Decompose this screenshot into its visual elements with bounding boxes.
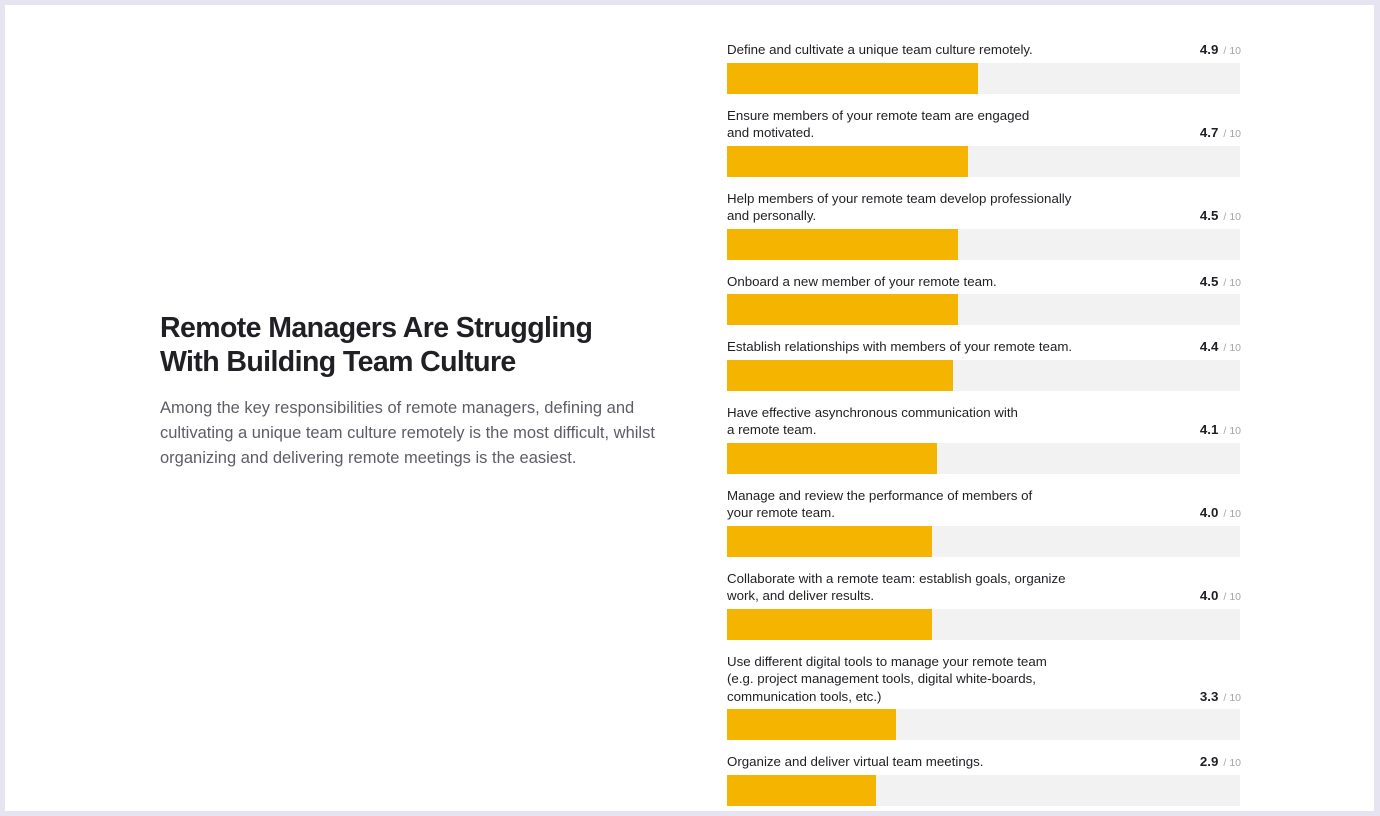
score-separator: / bbox=[1223, 425, 1227, 437]
bar-label: Manage and review the performance of mem… bbox=[727, 487, 1177, 522]
bar-label: Onboard a new member of your remote team… bbox=[727, 273, 1177, 291]
bar-score: 4.0 /10 bbox=[1200, 504, 1241, 522]
bar bbox=[727, 442, 938, 474]
bar-label: Establish relationships with members of … bbox=[727, 338, 1177, 356]
bar bbox=[727, 608, 933, 640]
bar-track bbox=[727, 608, 1240, 640]
bar bbox=[727, 525, 933, 557]
bar-label: Organize and deliver virtual team meetin… bbox=[727, 753, 1177, 771]
bar bbox=[727, 359, 953, 391]
score-scale-max: 10 bbox=[1229, 128, 1241, 140]
score-scale-max: 10 bbox=[1229, 591, 1241, 603]
bar bbox=[727, 62, 979, 94]
bar-score: 4.0 /10 bbox=[1200, 587, 1241, 605]
bar-score: 4.1 /10 bbox=[1200, 421, 1241, 439]
bar-value-label: 4.9 bbox=[1199, 42, 1219, 57]
bar-track bbox=[727, 525, 1240, 557]
bar-track bbox=[727, 145, 1240, 177]
bar bbox=[727, 145, 969, 177]
bar-track bbox=[727, 442, 1240, 474]
score-separator: / bbox=[1223, 128, 1227, 140]
score-separator: / bbox=[1223, 276, 1227, 289]
bar bbox=[727, 774, 876, 806]
bar-label-line: Ensure members of your remote team are e… bbox=[727, 107, 1030, 123]
bar-value-label: 4.0 bbox=[1199, 505, 1219, 520]
bar-label: Help members of your remote team develop… bbox=[727, 190, 1177, 225]
bar-label-line: Establish relationships with members of … bbox=[727, 339, 1073, 354]
score-scale-max: 10 bbox=[1229, 211, 1241, 223]
bar-label-line: Onboard a new member of your remote team… bbox=[727, 273, 997, 289]
score-separator: / bbox=[1223, 591, 1227, 603]
score-scale-max: 10 bbox=[1229, 276, 1241, 289]
score-separator: / bbox=[1223, 757, 1227, 769]
score-separator: / bbox=[1223, 342, 1227, 354]
bar-label-line: (e.g. project management tools, digital … bbox=[727, 671, 1036, 686]
bar-track bbox=[727, 62, 1240, 94]
bar bbox=[727, 294, 958, 325]
bar-track bbox=[727, 294, 1240, 325]
bar-label-line: and motivated. bbox=[727, 125, 815, 140]
bar-label-line: Use different digital tools to manage yo… bbox=[727, 653, 1047, 669]
bar-value-label: 3.3 bbox=[1199, 688, 1219, 704]
bar-score: 4.5 /10 bbox=[1200, 207, 1241, 225]
bar-track bbox=[727, 774, 1240, 806]
bar-score: 2.9 /10 bbox=[1200, 753, 1241, 771]
bar-label-line: Collaborate with a remote team: establis… bbox=[727, 570, 1066, 586]
bar-value-label: 4.0 bbox=[1199, 588, 1219, 603]
bar-label: Collaborate with a remote team: establis… bbox=[727, 570, 1177, 605]
content-card: Remote Managers Are Struggling With Buil… bbox=[5, 5, 1374, 811]
bar-value-label: 4.5 bbox=[1199, 208, 1219, 223]
bar-label: Ensure members of your remote team are e… bbox=[727, 107, 1177, 142]
bar-label-line: Organize and deliver virtual team meetin… bbox=[727, 754, 984, 769]
score-scale-max: 10 bbox=[1229, 508, 1241, 520]
score-scale-max: 10 bbox=[1229, 425, 1241, 437]
bar-value-label: 4.4 bbox=[1199, 339, 1219, 354]
bar-label: Have effective asynchronous communicatio… bbox=[727, 404, 1177, 439]
bar-value-label: 4.7 bbox=[1199, 125, 1219, 140]
score-separator: / bbox=[1223, 211, 1227, 223]
bar-label-line: Help members of your remote team develop… bbox=[727, 190, 1072, 206]
score-scale-max: 10 bbox=[1229, 45, 1241, 57]
bar-label-line: Manage and review the performance of mem… bbox=[727, 487, 1033, 503]
score-scale-max: 10 bbox=[1229, 342, 1241, 354]
bar bbox=[727, 228, 958, 260]
page-title: Remote Managers Are Struggling With Buil… bbox=[160, 312, 593, 378]
bar-value-label: 4.5 bbox=[1199, 273, 1219, 289]
bar-label-line: your remote team. bbox=[727, 505, 835, 520]
bar bbox=[727, 709, 897, 740]
bar-chart: Define and cultivate a unique team cultu… bbox=[5, 5, 1374, 811]
score-scale-max: 10 bbox=[1229, 691, 1241, 704]
score-separator: / bbox=[1223, 691, 1227, 704]
bar-track bbox=[727, 228, 1240, 260]
score-scale-max: 10 bbox=[1229, 757, 1241, 769]
bar-label: Use different digital tools to manage yo… bbox=[727, 653, 1177, 706]
bar-track bbox=[727, 709, 1240, 740]
bar-track bbox=[727, 359, 1240, 391]
bar-value-label: 2.9 bbox=[1199, 754, 1219, 769]
bar-score: 4.4 /10 bbox=[1200, 338, 1241, 356]
bar-label-line: communication tools, etc.) bbox=[727, 688, 882, 704]
bar-score: 4.9 /10 bbox=[1200, 41, 1241, 59]
bar-score: 4.5 /10 bbox=[1200, 273, 1241, 291]
bar-label-line: work, and deliver results. bbox=[727, 588, 875, 603]
bar-value-label: 4.1 bbox=[1199, 422, 1219, 437]
bar-score: 3.3 /10 bbox=[1200, 688, 1241, 706]
score-separator: / bbox=[1223, 508, 1227, 520]
score-separator: / bbox=[1223, 45, 1227, 57]
bar-label: Define and cultivate a unique team cultu… bbox=[727, 41, 1177, 59]
bar-score: 4.7 /10 bbox=[1200, 124, 1241, 142]
bar-label-line: Have effective asynchronous communicatio… bbox=[727, 404, 1018, 420]
bar-label-line: and personally. bbox=[727, 208, 817, 223]
bar-label-line: a remote team. bbox=[727, 422, 817, 437]
bar-label-line: Define and cultivate a unique team cultu… bbox=[727, 42, 1033, 57]
page-description: Among the key responsibilities of remote… bbox=[160, 399, 655, 467]
